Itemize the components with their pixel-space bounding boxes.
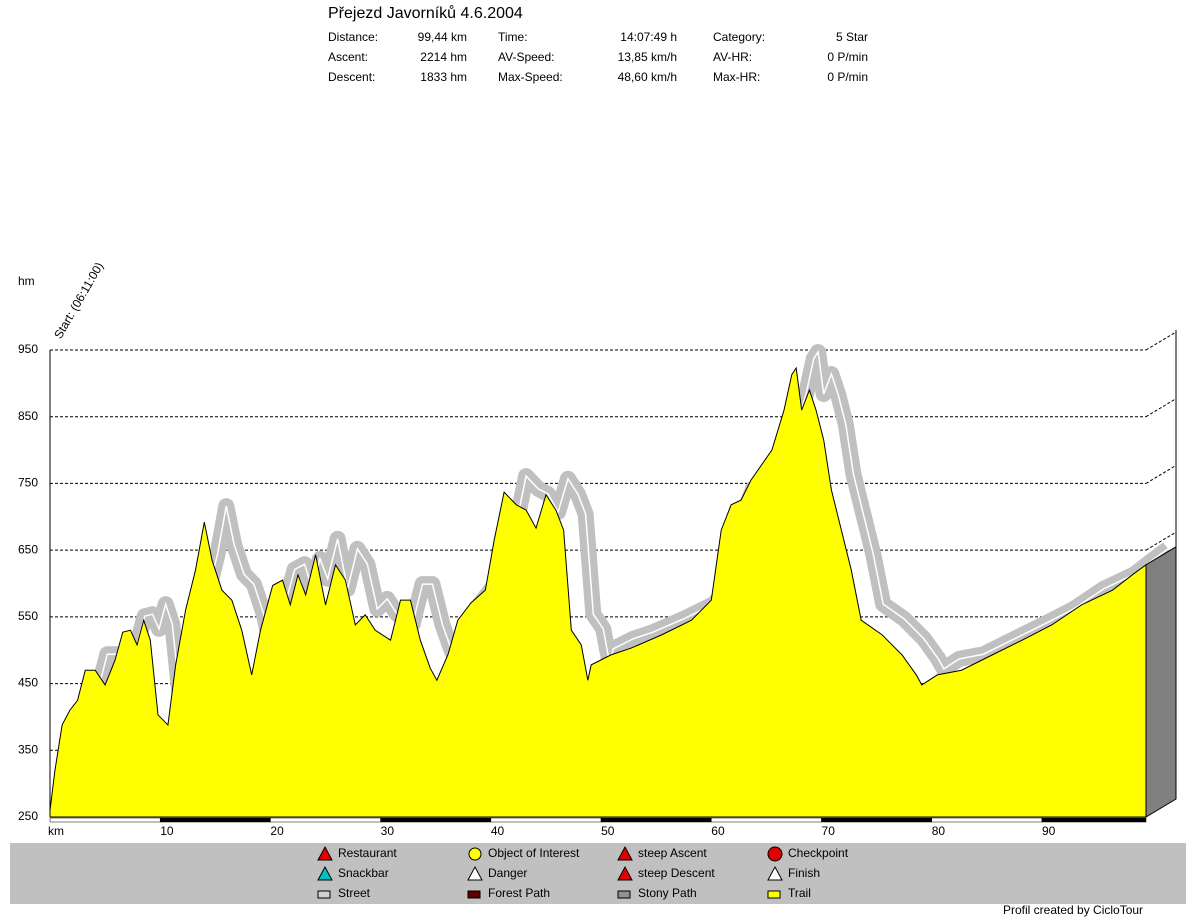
legend-label: Forest Path (488, 886, 550, 900)
footer: Profil created by CicloTour (1003, 903, 1143, 917)
x-scale-segment (49, 817, 161, 823)
x-scale-segment (711, 817, 822, 823)
x-scale-segment (270, 817, 381, 823)
stat-label: Descent: (328, 70, 375, 84)
x-tick-label: 20 (270, 824, 284, 838)
legend-label: Street (338, 886, 371, 900)
legend-swatch (767, 890, 781, 899)
x-scale-segment (821, 817, 932, 823)
legend-icon (617, 865, 633, 881)
x-tick-label: 50 (601, 824, 615, 838)
legend-swatch (617, 890, 631, 899)
y-tick-label: 950 (18, 342, 38, 356)
y-tick-label: 250 (18, 809, 38, 823)
stat-value: 14:07:49 h (620, 30, 677, 44)
stat-label: Ascent: (328, 50, 368, 64)
stat-value: 2214 hm (420, 50, 467, 64)
legend-icon (317, 845, 333, 861)
stat-label: AV-Speed: (498, 50, 554, 64)
stat-value: 0 P/min (827, 50, 868, 64)
stat-value: 48,60 km/h (618, 70, 677, 84)
stat-label: Max-Speed: (498, 70, 563, 84)
y-tick-label: 350 (18, 742, 38, 756)
x-scale-segment (159, 817, 271, 823)
y-axis-label: hm (18, 274, 35, 288)
legend-label: Trail (788, 886, 811, 900)
end-face-3d (1145, 545, 1177, 818)
x-axis-label: km (48, 824, 64, 838)
legend-icon (617, 845, 633, 861)
stat-value: 13,85 km/h (618, 50, 677, 64)
legend-icon (767, 865, 783, 881)
y-tick-label: 550 (18, 609, 38, 623)
x-scale-segment (600, 817, 712, 823)
x-scale-segment (490, 817, 602, 823)
legend-swatch (467, 890, 481, 899)
legend-label: Finish (788, 866, 820, 880)
grid-line-3d (1145, 331, 1177, 351)
x-tick-label: 60 (711, 824, 725, 838)
elevation-line (49, 366, 1147, 811)
y-tick-label: 850 (18, 409, 38, 423)
legend-label: steep Descent (638, 866, 715, 880)
stat-label: Distance: (328, 30, 378, 44)
legend-icon (317, 865, 333, 881)
annotation: Start: (06:11:00) (51, 260, 106, 341)
elevation-area (50, 368, 1146, 817)
legend-icon (467, 865, 483, 881)
stat-label: Max-HR: (713, 70, 760, 84)
stat-label: AV-HR: (713, 50, 752, 64)
y-tick-label: 650 (18, 542, 38, 556)
legend-label: Snackbar (338, 866, 389, 880)
x-tick-label: 70 (822, 824, 836, 838)
legend-label: Checkpoint (788, 846, 849, 860)
y-tick-label: 450 (18, 676, 38, 690)
x-tick-label: 30 (381, 824, 395, 838)
legend-icon (468, 847, 482, 861)
stat-value: 5 Star (836, 30, 868, 44)
legend-label: Restaurant (338, 846, 397, 860)
grid-line-3d (1145, 398, 1177, 418)
x-scale-segment (380, 817, 492, 823)
legend-label: steep Ascent (638, 846, 707, 860)
grid-line-3d (1145, 464, 1177, 484)
x-tick-label: 80 (932, 824, 946, 838)
stat-value: 0 P/min (827, 70, 868, 84)
x-tick-label: 10 (160, 824, 174, 838)
x-tick-label: 40 (491, 824, 505, 838)
legend-label: Danger (488, 866, 527, 880)
legend-label: Stony Path (638, 886, 697, 900)
grid-line-3d (1145, 531, 1177, 551)
stat-value: 99,44 km (418, 30, 467, 44)
legend-band (10, 843, 1186, 904)
y-tick-label: 750 (18, 476, 38, 490)
legend-icon (767, 846, 783, 862)
legend-swatch (317, 890, 331, 899)
legend-label: Object of Interest (488, 846, 580, 860)
title: Přejezd Javorníků 4.6.2004 (328, 4, 523, 22)
x-scale-segment (1041, 817, 1147, 823)
stat-label: Time: (498, 30, 528, 44)
x-tick-label: 90 (1042, 824, 1056, 838)
stat-value: 1833 hm (420, 70, 467, 84)
x-scale-segment (931, 817, 1043, 823)
stat-label: Category: (713, 30, 765, 44)
